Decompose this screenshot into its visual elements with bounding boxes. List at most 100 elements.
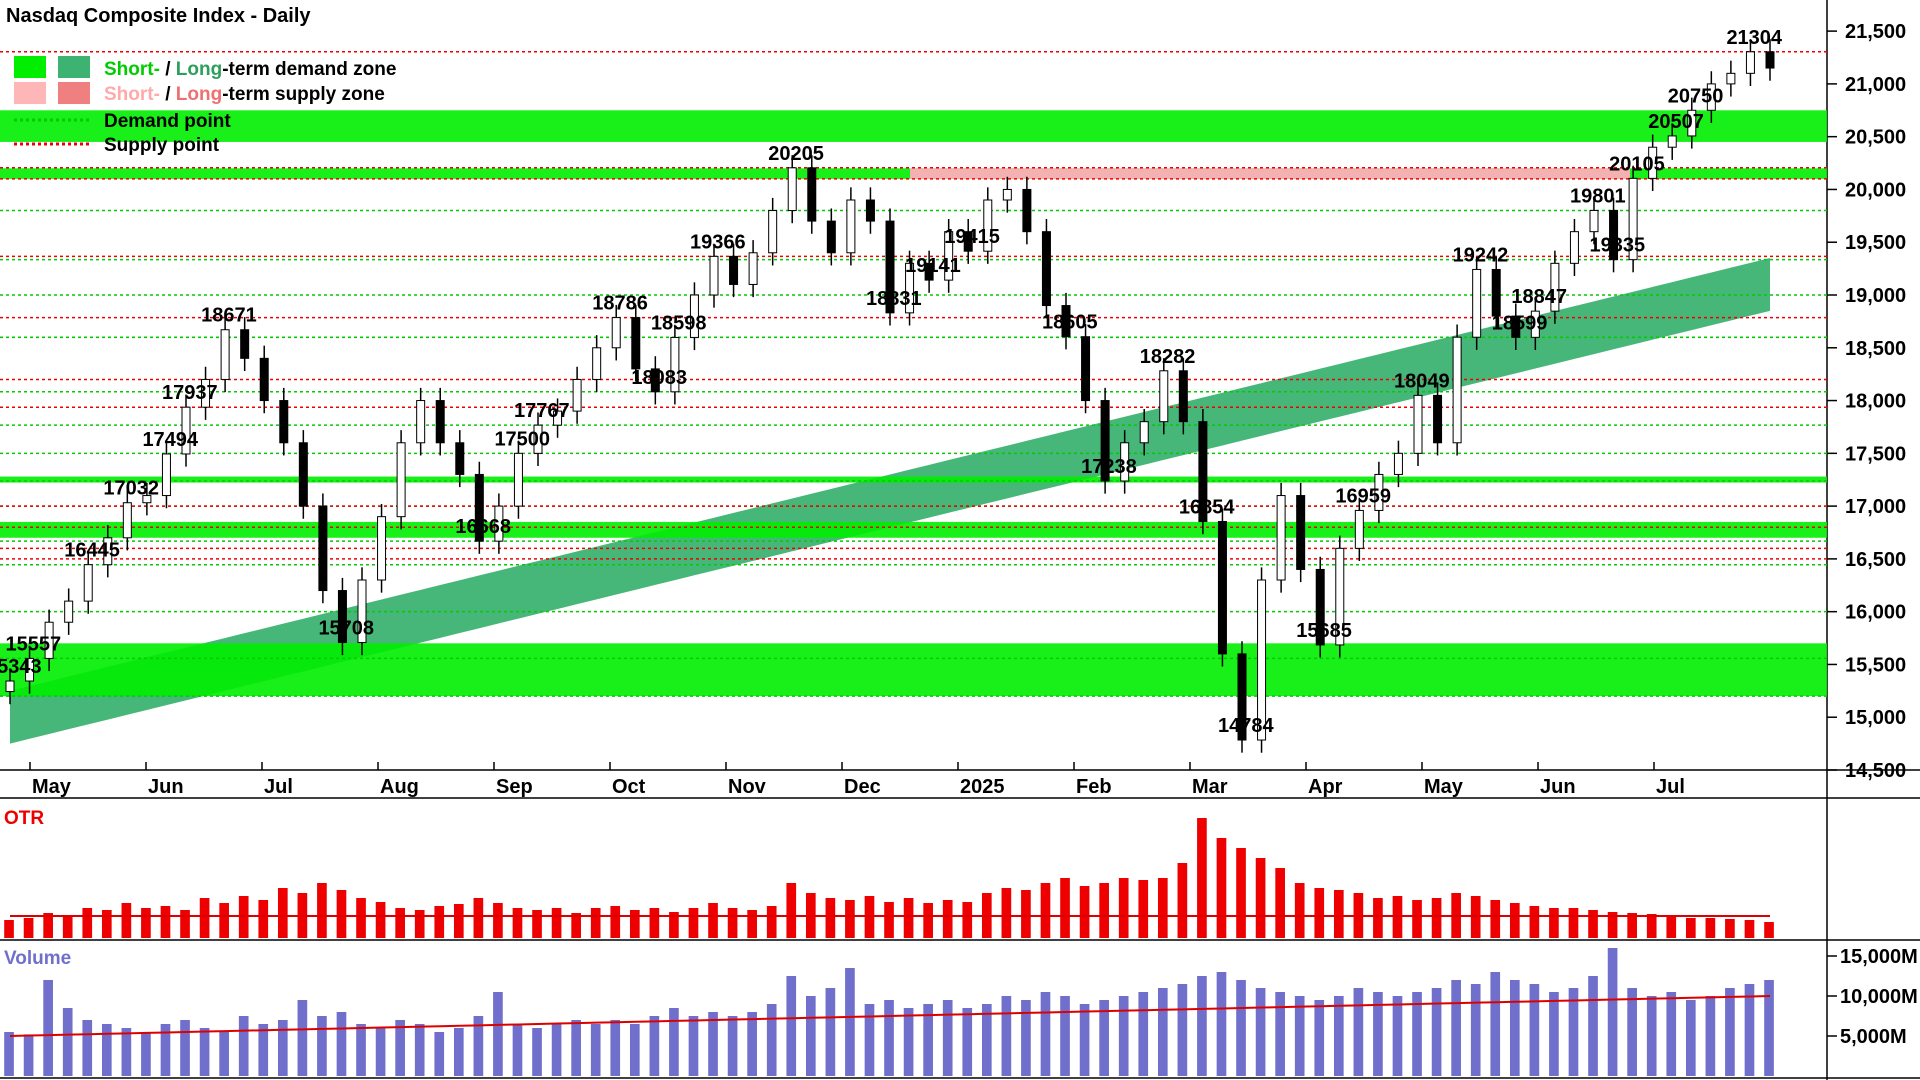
price-label: 15343 <box>0 656 42 678</box>
candle-body <box>1550 262 1560 312</box>
candle-body <box>435 400 445 444</box>
short-term-demand-zone <box>0 643 1827 697</box>
volume-bar <box>297 1000 308 1076</box>
candle-body <box>513 452 523 507</box>
candle-body <box>1687 109 1697 137</box>
price-label: 19801 <box>1570 185 1626 207</box>
chart-title: Nasdaq Composite Index - Daily <box>6 5 311 27</box>
otr-bar <box>688 908 699 938</box>
candle-body <box>259 357 269 402</box>
otr-bar <box>1118 878 1129 938</box>
price-label: 15685 <box>1296 620 1352 642</box>
short-term-demand-zone <box>0 521 1827 538</box>
volume-bar <box>414 1024 425 1076</box>
candle-body <box>905 262 915 314</box>
price-label: 18786 <box>592 293 648 315</box>
month-label: Feb <box>1076 776 1112 798</box>
otr-bar <box>1060 878 1070 938</box>
volume-bar <box>1431 988 1442 1076</box>
price-axis: 14,500 15,000 15,500 16,000 16,500 17,000 17,5… <box>1827 21 1906 782</box>
price-labels: 1534315557 16445 17032 17494 17937 18671 15708… <box>0 27 1783 737</box>
candle-body <box>474 473 484 542</box>
volume-bar <box>1118 996 1129 1076</box>
otr-bar <box>414 910 425 938</box>
otr-bar <box>473 898 484 938</box>
candle-body <box>1589 209 1599 233</box>
otr-bar <box>942 900 953 938</box>
candle-body <box>650 368 660 393</box>
volume-bar <box>1509 980 1520 1076</box>
volume-bar <box>1373 992 1383 1076</box>
volume-bar <box>1568 988 1579 1076</box>
otr-bar <box>1685 918 1696 938</box>
volume-bar <box>571 1020 581 1076</box>
volume-bar <box>884 1000 894 1076</box>
volume-bar <box>532 1028 542 1076</box>
price-label: 17238 <box>1081 456 1137 478</box>
otr-bar <box>258 900 269 938</box>
candle-body <box>533 424 543 454</box>
candle-body <box>1452 336 1462 444</box>
candle-body <box>5 680 15 693</box>
candle-body <box>1491 268 1501 317</box>
candle-body <box>1276 495 1286 581</box>
candle-body <box>553 410 563 426</box>
volume-bar <box>805 996 816 1076</box>
legend-supply-zone: Short- / Long-term supply zone <box>104 84 385 105</box>
candle-body <box>357 579 367 643</box>
otr-bar <box>1764 922 1774 938</box>
short-term-demand-zone <box>0 110 1827 142</box>
candle-body <box>1609 209 1619 261</box>
volume-bar <box>1764 980 1774 1076</box>
volume-tick-label: 5,000M <box>1840 1026 1907 1048</box>
price-tick-label: 18,500 <box>1845 338 1906 360</box>
otr-bar <box>453 904 464 938</box>
legend-long-supply-swatch <box>58 82 90 104</box>
volume-average-line <box>9 995 1771 1037</box>
legend-long-demand-swatch <box>58 56 90 78</box>
candle-body <box>396 442 406 518</box>
otr-bar <box>395 908 405 938</box>
volume-bar <box>727 1016 738 1076</box>
month-axis: May Jun Jul Aug Sep Oct Nov Dec 2025 Feb Mar Apr May… <box>29 762 1685 798</box>
otr-bar <box>825 898 836 938</box>
month-label: Apr <box>1308 776 1343 798</box>
candle-body <box>1081 336 1091 402</box>
otr-bar <box>1646 914 1657 938</box>
volume-bar <box>708 1012 718 1076</box>
volume-bar <box>1099 1000 1109 1076</box>
price-tick-label: 20,500 <box>1845 127 1906 149</box>
volume-bar <box>766 1004 777 1076</box>
otr-bar <box>1275 868 1285 938</box>
candle-body <box>201 378 211 408</box>
otr-bar <box>903 898 914 938</box>
volume-bar <box>1138 992 1149 1076</box>
candle-body <box>377 516 387 581</box>
volume-bar <box>864 1004 875 1076</box>
candle-body <box>1022 188 1032 233</box>
otr-bar <box>1216 838 1227 938</box>
otr-bar <box>590 908 601 938</box>
candle-body <box>1374 473 1384 511</box>
price-label: 16854 <box>1179 497 1235 519</box>
candle-body <box>279 400 289 444</box>
otr-bar <box>23 918 34 938</box>
volume-bar <box>1177 984 1188 1076</box>
volume-bar <box>1529 984 1540 1076</box>
volume-bar <box>277 1020 288 1076</box>
volume-bar <box>1588 976 1598 1076</box>
otr-label: OTR <box>4 808 44 829</box>
candle-body <box>1628 177 1638 261</box>
price-label: 16445 <box>64 540 120 562</box>
candle-body <box>1413 394 1423 454</box>
volume-bar <box>121 1028 132 1076</box>
volume-bar <box>512 1024 523 1076</box>
candle-body <box>826 220 836 254</box>
volume-bar <box>1255 988 1266 1076</box>
candle-body <box>103 537 113 566</box>
price-tick-label: 20,000 <box>1845 179 1906 201</box>
candle-body <box>787 167 797 212</box>
price-label: 16668 <box>455 516 511 538</box>
